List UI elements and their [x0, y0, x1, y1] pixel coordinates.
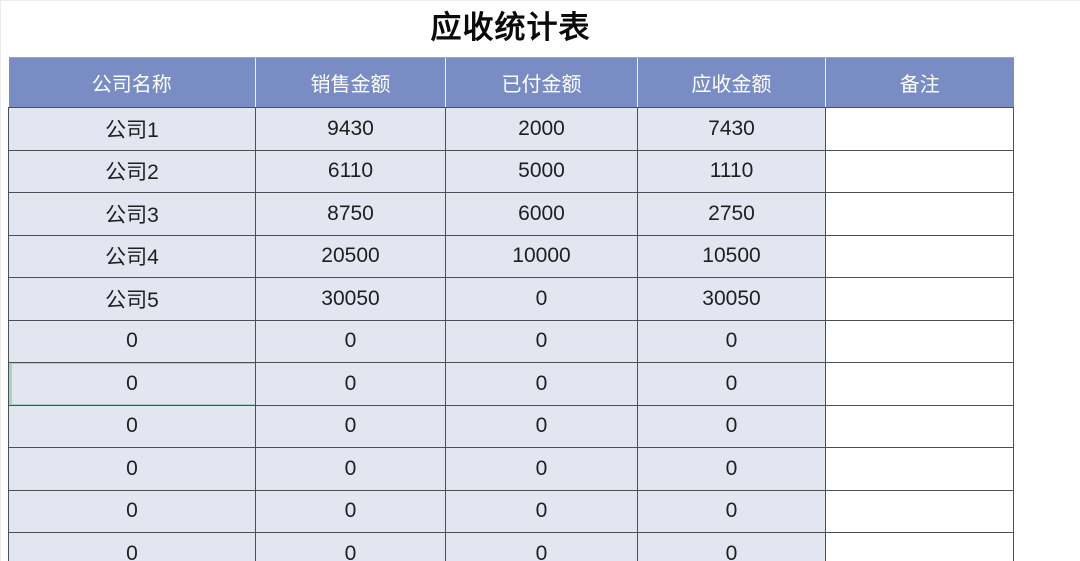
cell-receivable-amount[interactable]: 1110: [637, 149, 826, 193]
cell-paid-amount[interactable]: 0: [445, 489, 638, 533]
cell-remarks[interactable]: [825, 234, 1014, 278]
cell-receivable-amount[interactable]: 2750: [637, 192, 826, 236]
column-header-remarks[interactable]: 备注: [825, 57, 1014, 108]
cell-paid-amount[interactable]: 0: [445, 362, 638, 406]
table-row: 公司2 6110 5000 1110: [8, 149, 1014, 193]
cell-sales-amount[interactable]: 0: [255, 404, 446, 448]
cell-company-name[interactable]: 0: [8, 362, 256, 406]
cell-remarks[interactable]: [825, 362, 1014, 406]
table-row: 公司3 8750 6000 2750: [8, 192, 1014, 236]
cell-paid-amount[interactable]: 5000: [445, 149, 638, 193]
cell-receivable-amount[interactable]: 0: [637, 447, 826, 491]
cell-remarks[interactable]: [825, 107, 1014, 151]
cell-sales-amount[interactable]: 0: [255, 362, 446, 406]
cell-remarks[interactable]: [825, 319, 1014, 363]
cell-sales-amount[interactable]: 30050: [255, 277, 446, 321]
cell-sales-amount[interactable]: 8750: [255, 192, 446, 236]
cell-paid-amount[interactable]: 6000: [445, 192, 638, 236]
cell-remarks[interactable]: [825, 532, 1014, 561]
table-row: 公司5 30050 0 30050: [8, 277, 1014, 321]
column-header-sales-amount[interactable]: 销售金额: [255, 57, 446, 108]
cell-receivable-amount[interactable]: 0: [637, 362, 826, 406]
cell-paid-amount[interactable]: 0: [445, 532, 638, 561]
cell-company-name[interactable]: 0: [8, 489, 256, 533]
cell-sales-amount[interactable]: 9430: [255, 107, 446, 151]
cell-paid-amount[interactable]: 2000: [445, 107, 638, 151]
cell-company-name[interactable]: 公司2: [8, 149, 256, 193]
cell-remarks[interactable]: [825, 149, 1014, 193]
cell-remarks[interactable]: [825, 447, 1014, 491]
table-body: 公司1 9430 2000 7430 公司2 6110 5000 1110 公司3 8750 600…: [8, 107, 1014, 561]
cell-receivable-amount[interactable]: 0: [637, 489, 826, 533]
column-header-paid-amount[interactable]: 已付金额: [445, 57, 638, 108]
cell-company-name[interactable]: 公司1: [8, 107, 256, 151]
cell-sales-amount[interactable]: 6110: [255, 149, 446, 193]
cell-paid-amount[interactable]: 10000: [445, 234, 638, 278]
table-row: 公司1 9430 2000 7430: [8, 107, 1014, 151]
cell-company-name[interactable]: 公司3: [8, 192, 256, 236]
cell-paid-amount[interactable]: 0: [445, 277, 638, 321]
header-row: 公司名称 销售金额 已付金额 应收金额 备注: [8, 57, 1014, 108]
cell-remarks[interactable]: [825, 404, 1014, 448]
cell-receivable-amount[interactable]: 10500: [637, 234, 826, 278]
cell-paid-amount[interactable]: 0: [445, 404, 638, 448]
cell-company-name[interactable]: 0: [8, 319, 256, 363]
column-header-receivable-amount[interactable]: 应收金额: [637, 57, 826, 108]
cell-receivable-amount[interactable]: 0: [637, 404, 826, 448]
cell-sales-amount[interactable]: 0: [255, 319, 446, 363]
cell-company-name[interactable]: 0: [8, 447, 256, 491]
cell-company-name[interactable]: 0: [8, 532, 256, 561]
cell-company-name[interactable]: 公司4: [8, 234, 256, 278]
cell-paid-amount[interactable]: 0: [445, 447, 638, 491]
cell-remarks[interactable]: [825, 277, 1014, 321]
cell-company-name[interactable]: 公司5: [8, 277, 256, 321]
receivables-table: 公司名称 销售金额 已付金额 应收金额 备注 公司1 9430 2000 7430 公司…: [8, 57, 1014, 561]
cell-paid-amount[interactable]: 0: [445, 319, 638, 363]
cell-receivable-amount[interactable]: 0: [637, 319, 826, 363]
cell-receivable-amount[interactable]: 7430: [637, 107, 826, 151]
cell-remarks[interactable]: [825, 192, 1014, 236]
cell-receivable-amount[interactable]: 30050: [637, 277, 826, 321]
cell-company-name[interactable]: 0: [8, 404, 256, 448]
cell-receivable-amount[interactable]: 0: [637, 532, 826, 561]
cell-sales-amount[interactable]: 0: [255, 532, 446, 561]
cell-remarks[interactable]: [825, 489, 1014, 533]
column-header-company-name[interactable]: 公司名称: [8, 57, 256, 108]
cell-sales-amount[interactable]: 0: [255, 447, 446, 491]
sheet-title[interactable]: 应收统计表: [430, 10, 591, 45]
table-row: 公司4 20500 10000 10500: [8, 234, 1014, 278]
cell-sales-amount[interactable]: 0: [255, 489, 446, 533]
cell-sales-amount[interactable]: 20500: [255, 234, 446, 278]
